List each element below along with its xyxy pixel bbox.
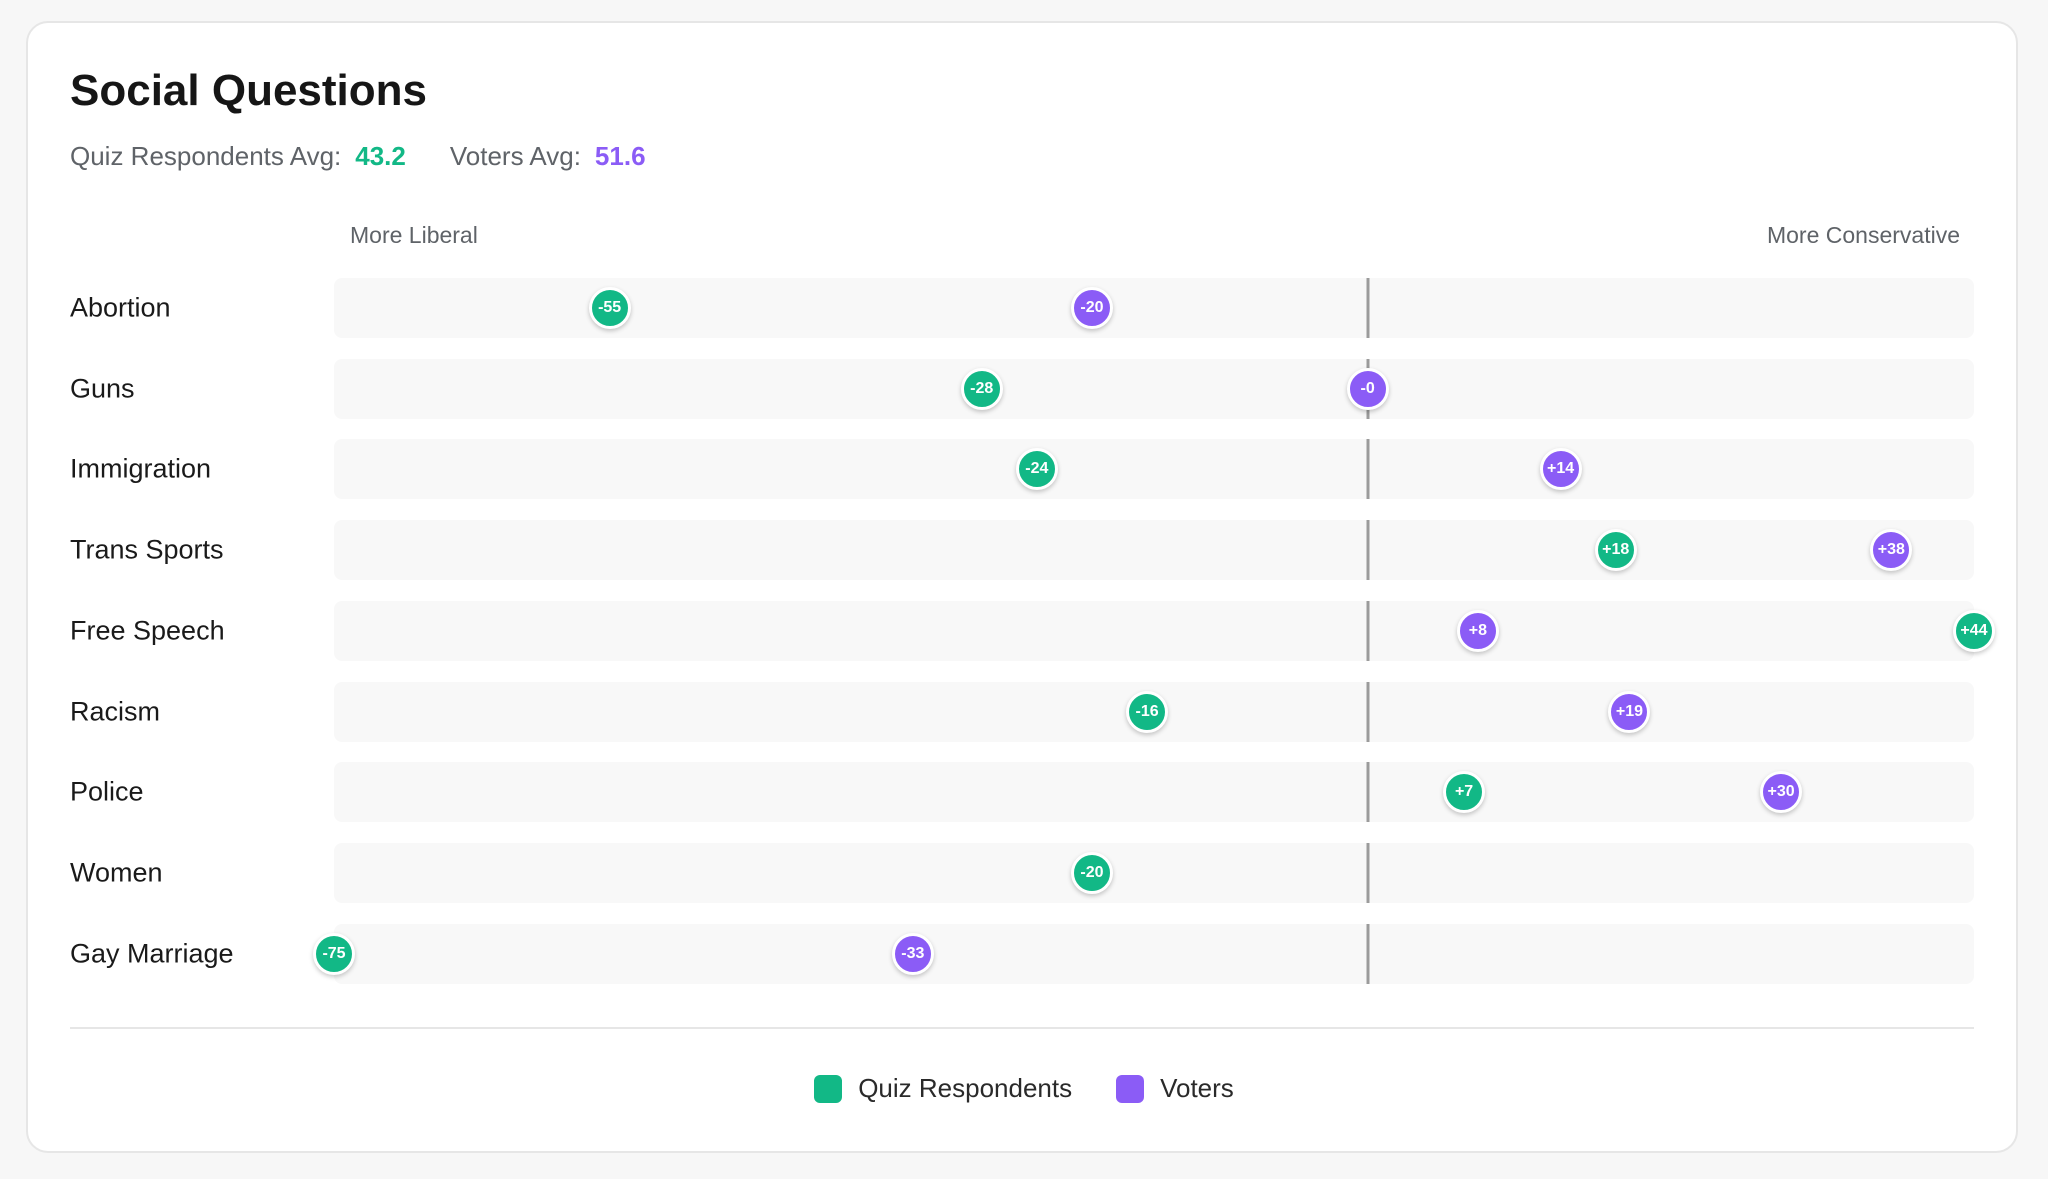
legend-label-voters: Voters <box>1160 1073 1234 1103</box>
row-label: Trans Sports <box>70 534 224 565</box>
voters-dot[interactable]: +14 <box>1539 448 1582 491</box>
axis-label-conservative: More Conservative <box>1766 222 1960 248</box>
quiz-dot[interactable]: -20 <box>1070 851 1113 894</box>
legend-item-voters: Voters <box>1116 1073 1234 1104</box>
axis-label-liberal: More Liberal <box>350 222 478 248</box>
center-line <box>1366 600 1370 661</box>
legend-swatch-quiz <box>814 1074 843 1103</box>
row-track <box>334 762 1974 823</box>
row-label: Women <box>70 857 163 888</box>
row-track <box>334 358 1974 419</box>
row-track <box>334 278 1974 338</box>
center-line <box>1366 762 1370 823</box>
center-line <box>1366 439 1370 500</box>
row-label: Gay Marriage <box>70 938 234 969</box>
voters-dot[interactable]: +8 <box>1456 609 1499 652</box>
voters-dot[interactable]: -33 <box>891 932 934 975</box>
legend: Quiz Respondents Voters <box>0 1073 2048 1104</box>
quiz-dot[interactable]: -75 <box>313 932 355 975</box>
legend-divider <box>70 1027 1974 1029</box>
center-line <box>1366 278 1370 338</box>
quiz-avg-value: 43.2 <box>355 141 406 171</box>
quiz-dot[interactable]: +7 <box>1443 771 1486 814</box>
voters-avg-value: 51.6 <box>594 141 646 171</box>
voters-dot[interactable]: +38 <box>1870 529 1913 572</box>
row-label: Free Speech <box>70 615 225 646</box>
legend-item-quiz: Quiz Respondents <box>814 1073 1072 1104</box>
quiz-avg-label: Quiz Respondents Avg: <box>70 141 342 171</box>
quiz-dot[interactable]: -55 <box>588 287 631 329</box>
row-label: Guns <box>70 373 135 404</box>
center-line <box>1366 520 1370 581</box>
averages-summary: Quiz Respondents Avg: 43.2 Voters Avg: 5… <box>70 141 646 172</box>
center-line <box>1366 842 1370 903</box>
row-track <box>334 842 1974 903</box>
row-track <box>334 520 1974 581</box>
row-track <box>334 923 1974 984</box>
center-line <box>1366 923 1370 984</box>
quiz-dot[interactable]: +18 <box>1594 529 1637 572</box>
voters-avg-label: Voters Avg: <box>449 141 581 171</box>
legend-label-quiz: Quiz Respondents <box>858 1073 1073 1103</box>
row-label: Police <box>70 776 144 807</box>
legend-swatch-voters <box>1116 1074 1145 1103</box>
chart-title: Social Questions <box>70 66 427 115</box>
row-track <box>334 439 1974 500</box>
center-line <box>1366 681 1370 742</box>
quiz-dot[interactable]: -28 <box>960 367 1003 410</box>
row-label: Abortion <box>70 292 171 323</box>
voters-dot[interactable]: -0 <box>1346 367 1389 410</box>
quiz-dot[interactable]: -24 <box>1015 448 1058 491</box>
voters-dot[interactable]: +30 <box>1760 771 1803 814</box>
row-track <box>334 600 1974 661</box>
row-label: Immigration <box>70 453 212 484</box>
voters-dot[interactable]: +19 <box>1608 690 1651 733</box>
row-label: Racism <box>70 696 161 726</box>
voters-dot[interactable]: -20 <box>1070 287 1113 329</box>
quiz-dot[interactable]: -16 <box>1126 690 1169 733</box>
quiz-dot[interactable]: +44 <box>1953 609 1995 652</box>
